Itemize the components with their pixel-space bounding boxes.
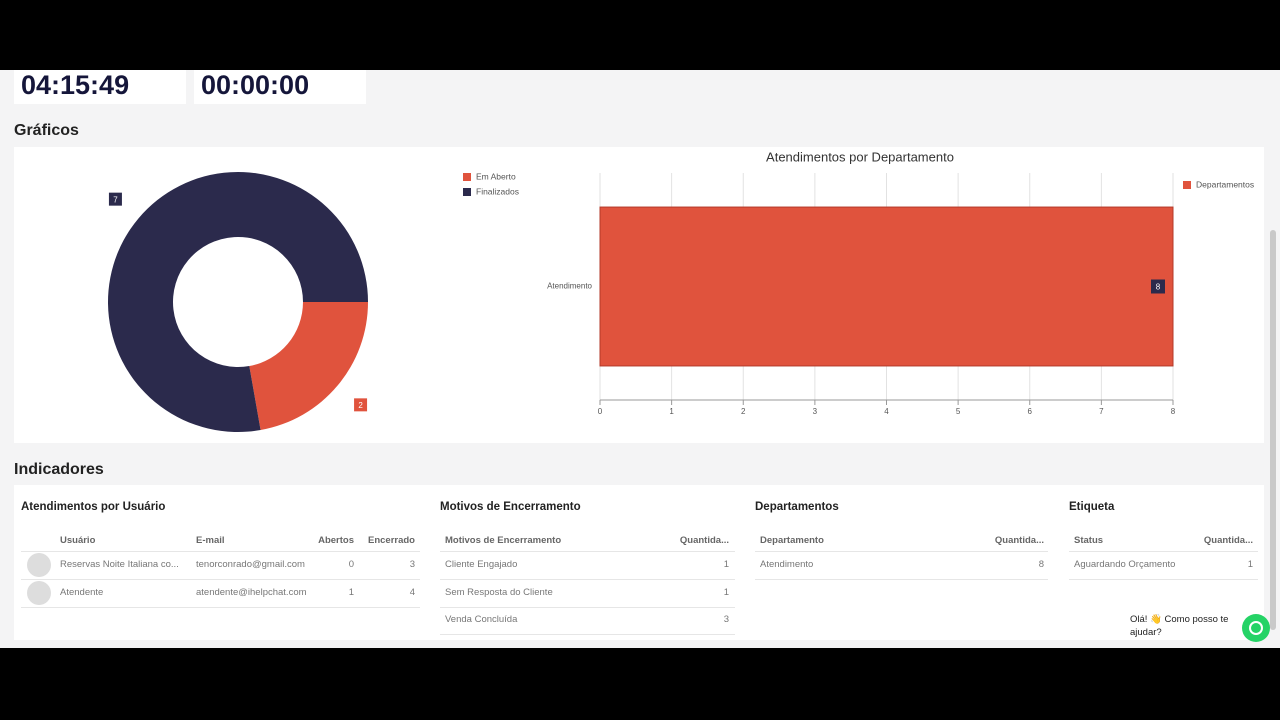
row-separator bbox=[1069, 579, 1258, 580]
table-cell: Cliente Engajado bbox=[445, 559, 518, 570]
avatar bbox=[27, 580, 51, 605]
column-header: Departamento bbox=[760, 535, 824, 546]
column-header: Usuário bbox=[60, 535, 96, 546]
y-tick-label: Atendimento bbox=[547, 282, 592, 291]
column-header: Encerrado bbox=[368, 535, 415, 546]
avatar bbox=[27, 553, 51, 577]
timer: 00:00:00 bbox=[201, 70, 310, 100]
table-cell: 8 bbox=[1038, 559, 1044, 570]
row-separator bbox=[755, 551, 1048, 552]
table-title: Etiqueta bbox=[1069, 501, 1115, 513]
table-cell: 1 bbox=[1247, 559, 1253, 570]
table-cell: Venda Concluída bbox=[445, 614, 518, 625]
table-cell: Atendente bbox=[60, 586, 104, 598]
value-label: 8 bbox=[1156, 283, 1161, 292]
legend-swatch bbox=[463, 173, 471, 181]
legend-label: Departamentos bbox=[1196, 179, 1254, 189]
x-tick-label: 7 bbox=[1099, 407, 1104, 416]
x-tick-label: 2 bbox=[741, 407, 746, 416]
column-header: Quantida... bbox=[1203, 535, 1253, 546]
row-separator bbox=[440, 606, 735, 608]
section-title: Indicadores bbox=[14, 461, 104, 478]
charts: 2 7 Em Aberto Finalizados Atendimentos por D… bbox=[107, 149, 1254, 432]
legend-label: Em Aberto bbox=[476, 171, 516, 181]
column-header: E-mail bbox=[196, 535, 225, 546]
column-header: Abertos bbox=[318, 535, 354, 546]
timer-card bbox=[14, 70, 186, 104]
value-label: 7 bbox=[113, 195, 118, 204]
table-cell: Sem Resposta do Cliente bbox=[445, 586, 553, 598]
x-tick-label: 1 bbox=[669, 407, 674, 416]
row-separator bbox=[21, 551, 420, 552]
timer: 04:15:49 bbox=[21, 70, 130, 100]
x-tick-label: 8 bbox=[1171, 407, 1176, 416]
bar bbox=[599, 206, 1174, 367]
pie-slice bbox=[107, 172, 368, 432]
row-separator bbox=[1069, 551, 1258, 552]
row-separator bbox=[440, 634, 735, 635]
value-label-box bbox=[353, 397, 369, 413]
legend-swatch bbox=[463, 188, 471, 196]
x-tick-label: 5 bbox=[956, 407, 961, 416]
table-cell: 1 bbox=[723, 586, 729, 598]
dashboard: 04:15:49 00:00:00 Gráficos Indicadores 2 7 Em … bbox=[0, 70, 1280, 648]
row-separator bbox=[440, 579, 735, 580]
row-separator bbox=[440, 551, 735, 552]
x-tick-label: 6 bbox=[1028, 407, 1033, 416]
table-cell: tenorconrado@gmail.com bbox=[196, 559, 305, 570]
whatsapp-icon bbox=[1249, 621, 1263, 635]
table-cell: 3 bbox=[723, 614, 729, 625]
value-label-box bbox=[107, 191, 123, 207]
pie-slice bbox=[249, 302, 368, 431]
table-title: Atendimentos por Usuário bbox=[21, 501, 166, 513]
column-header: Quantida... bbox=[679, 535, 729, 546]
x-tick-label: 0 bbox=[598, 407, 603, 416]
row-separator bbox=[755, 579, 1048, 580]
table-cell: atendente@ihelpchat.com bbox=[196, 586, 307, 598]
chat-bubble-text: Olá! 👋 Como posso te ajudar? bbox=[1130, 614, 1229, 638]
timer-card bbox=[194, 70, 366, 104]
x-tick-label: 3 bbox=[813, 407, 818, 416]
table-title: Motivos de Encerramento bbox=[440, 501, 581, 513]
row-separator bbox=[21, 579, 420, 580]
column-header: Status bbox=[1074, 535, 1104, 546]
indicators-panel bbox=[14, 485, 1264, 640]
table-cell: 1 bbox=[723, 559, 729, 570]
value-label: 2 bbox=[358, 401, 363, 410]
chart-title: Atendimentos por Departamento bbox=[766, 149, 954, 164]
table-cell: Reservas Noite Italiana co... bbox=[60, 559, 179, 570]
legend-swatch bbox=[1183, 181, 1191, 189]
legend-label: Finalizados bbox=[476, 186, 519, 196]
table-cell: Atendimento bbox=[760, 559, 814, 570]
table-cell: Aguardando Orçamento bbox=[1074, 559, 1176, 570]
section-title: Gráficos bbox=[14, 122, 79, 139]
column-header: Quantida... bbox=[994, 535, 1044, 546]
value-label-box bbox=[1151, 279, 1165, 294]
scrollbar[interactable] bbox=[1270, 230, 1276, 630]
whatsapp-button[interactable] bbox=[1242, 614, 1270, 642]
table-cell: 1 bbox=[348, 586, 354, 598]
table-title: Departamentos bbox=[755, 501, 839, 513]
table-cell: 3 bbox=[409, 559, 415, 570]
x-tick-label: 4 bbox=[884, 407, 889, 416]
table-cell: 0 bbox=[348, 559, 354, 570]
row-separator bbox=[21, 606, 420, 608]
column-header: Motivos de Encerramento bbox=[445, 535, 562, 546]
table-cell: 4 bbox=[409, 586, 415, 598]
